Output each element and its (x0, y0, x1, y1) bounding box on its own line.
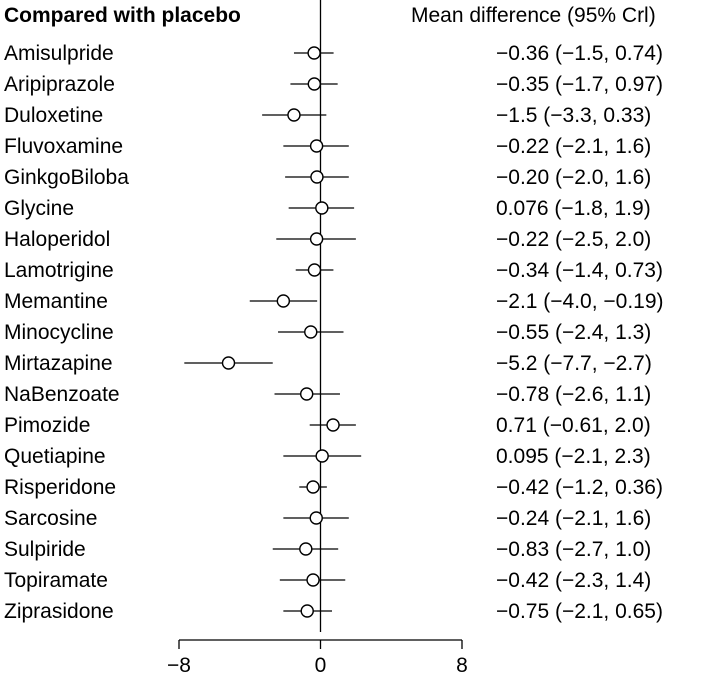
row-label: Ziprasidone (4, 600, 114, 623)
estimate-text: −0.83 (−2.7, 1.0) (496, 538, 651, 561)
row-label: Quetiapine (4, 445, 106, 468)
point-estimate-marker (315, 201, 329, 215)
point-estimate-marker (307, 46, 321, 60)
forest-row: Duloxetine −1.5 (−3.3, 0.33) (4, 104, 651, 127)
row-label: Minocycline (4, 321, 114, 344)
chart-title: Compared with placebo (4, 4, 241, 27)
forest-row: Pimozide 0.71 (−0.61, 2.0) (4, 414, 651, 437)
x-axis-ticks: −8 0 8 (167, 640, 468, 677)
point-estimate-marker (307, 77, 322, 91)
forest-row: GinkgoBiloba −0.20 (−2.0, 1.6) (4, 166, 651, 189)
row-label: NaBenzoate (4, 383, 120, 406)
estimate-text: −0.36 (−1.5, 0.74) (496, 42, 663, 65)
point-estimate-marker (326, 418, 340, 432)
forest-row: Minocycline −0.55 (−2.4, 1.3) (4, 321, 651, 344)
row-label: Lamotrigine (4, 259, 114, 282)
point-estimate-marker (307, 263, 322, 277)
point-estimate-marker (309, 511, 323, 525)
forest-row: Glycine 0.076 (−1.8, 1.9) (4, 197, 651, 220)
estimate-text: −0.55 (−2.4, 1.3) (496, 321, 651, 344)
forest-row: Sarcosine −0.24 (−2.1, 1.6) (4, 507, 651, 530)
row-label: Fluvoxamine (4, 135, 123, 158)
estimate-text: −0.42 (−1.2, 0.36) (496, 476, 663, 499)
estimate-text: −0.78 (−2.6, 1.1) (496, 383, 651, 406)
forest-row: Sulpiride −0.83 (−2.7, 1.0) (4, 538, 651, 561)
row-label: Topiramate (4, 569, 108, 592)
row-label: Duloxetine (4, 104, 103, 127)
forest-row: Mirtazapine −5.2 (−7.7, −2.7) (4, 352, 652, 375)
forest-row: Memantine −2.1 (−4.0, −0.19) (4, 290, 664, 313)
point-estimate-marker (299, 542, 313, 556)
row-label: Haloperidol (4, 228, 110, 251)
point-estimate-marker (306, 480, 320, 494)
row-label: Glycine (4, 197, 74, 220)
row-label: Memantine (4, 290, 108, 313)
estimate-text: −5.2 (−7.7, −2.7) (496, 352, 652, 375)
estimate-text: −0.24 (−2.1, 1.6) (496, 507, 651, 530)
forest-row: Risperidone −0.42 (−1.2, 0.36) (4, 476, 663, 499)
point-estimate-marker (309, 232, 324, 246)
point-estimate-marker (300, 387, 314, 401)
row-label: GinkgoBiloba (4, 166, 129, 189)
forest-row: Topiramate −0.42 (−2.3, 1.4) (4, 569, 651, 592)
estimate-text: −0.35 (−1.7, 0.97) (496, 73, 663, 96)
x-tick-label: 8 (456, 654, 468, 677)
x-tick-label: 0 (315, 654, 327, 677)
forest-row: Quetiapine 0.095 (−2.1, 2.3) (4, 445, 651, 468)
row-label: Sarcosine (4, 507, 97, 530)
estimate-text: 0.71 (−0.61, 2.0) (496, 414, 651, 437)
study-rows: Amisulpride −0.36 (−1.5, 0.74) Aripiprazol… (4, 42, 664, 623)
estimate-text: −0.34 (−1.4, 0.73) (496, 259, 663, 282)
estimate-text: −0.20 (−2.0, 1.6) (496, 166, 651, 189)
point-estimate-marker (304, 325, 318, 339)
forest-row: Amisulpride −0.36 (−1.5, 0.74) (4, 42, 663, 65)
forest-row: Fluvoxamine −0.22 (−2.1, 1.6) (4, 135, 651, 158)
forest-row: Ziprasidone −0.75 (−2.1, 0.65) (4, 600, 663, 623)
row-label: Mirtazapine (4, 352, 113, 375)
estimate-text: −1.5 (−3.3, 0.33) (496, 104, 651, 127)
point-estimate-marker (310, 170, 324, 184)
point-estimate-marker (276, 294, 291, 308)
point-estimate-marker (306, 573, 320, 587)
estimate-text: 0.095 (−2.1, 2.3) (496, 445, 651, 468)
estimate-column-header: Mean difference (95% Crl) (411, 4, 656, 27)
estimate-text: −0.22 (−2.1, 1.6) (496, 135, 651, 158)
row-label: Amisulpride (4, 42, 114, 65)
point-estimate-marker (315, 449, 329, 463)
estimate-text: −0.42 (−2.3, 1.4) (496, 569, 651, 592)
forest-row: Lamotrigine −0.34 (−1.4, 0.73) (4, 259, 663, 282)
point-estimate-marker (300, 604, 314, 618)
estimate-text: 0.076 (−1.8, 1.9) (496, 197, 651, 220)
row-label: Sulpiride (4, 538, 86, 561)
point-estimate-marker (221, 356, 236, 370)
row-label: Risperidone (4, 476, 116, 499)
estimate-text: −2.1 (−4.0, −0.19) (496, 290, 664, 313)
row-label: Pimozide (4, 414, 90, 437)
forest-row: NaBenzoate −0.78 (−2.6, 1.1) (4, 383, 651, 406)
row-label: Aripiprazole (4, 73, 115, 96)
forest-row: Haloperidol −0.22 (−2.5, 2.0) (4, 228, 651, 251)
x-tick-label: −8 (167, 654, 191, 677)
estimate-text: −0.22 (−2.5, 2.0) (496, 228, 651, 251)
forest-row: Aripiprazole −0.35 (−1.7, 0.97) (4, 73, 663, 96)
estimate-text: −0.75 (−2.1, 0.65) (496, 600, 663, 623)
point-estimate-marker (287, 108, 301, 122)
point-estimate-marker (309, 139, 324, 153)
